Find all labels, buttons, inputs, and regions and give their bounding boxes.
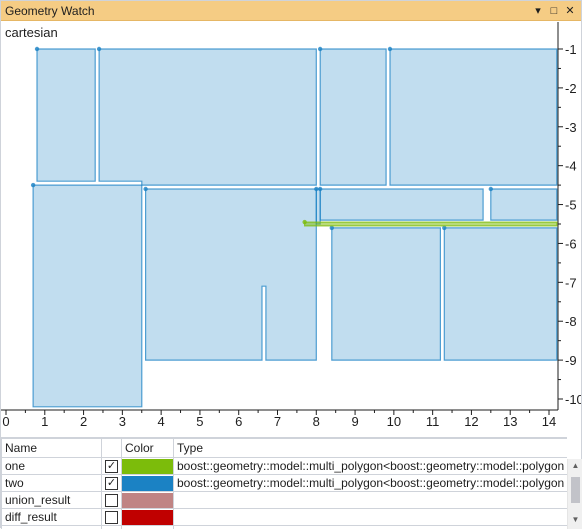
x-tick-label: 8 — [313, 414, 320, 429]
grid-scrollbar[interactable]: ▲ ▼ — [567, 459, 582, 529]
row-name[interactable]: union_result — [2, 492, 102, 509]
x-tick-label: 14 — [542, 414, 556, 429]
visible-checkbox[interactable] — [105, 494, 118, 507]
watch-table: Name Color Type one✓boost::geometry::mod… — [1, 438, 567, 529]
polygon-two — [146, 189, 317, 360]
polygon-two — [33, 185, 142, 407]
vertex-marker — [388, 47, 392, 51]
row-name[interactable]: two — [2, 475, 102, 492]
vertex-marker — [35, 47, 39, 51]
x-tick-label: 7 — [274, 414, 281, 429]
y-tick-label: -8 — [565, 314, 577, 329]
row-color-cell[interactable] — [122, 458, 174, 475]
y-tick-label: -2 — [565, 81, 577, 96]
row-visible-cell[interactable] — [102, 509, 122, 526]
y-tick-label: -4 — [565, 159, 577, 174]
vertex-marker — [302, 220, 306, 224]
x-tick-label: 6 — [235, 414, 242, 429]
vertex-marker — [31, 183, 35, 187]
x-tick-label: 3 — [119, 414, 126, 429]
dropdown-icon[interactable]: ▾ — [531, 3, 545, 18]
y-tick-label: -10 — [565, 392, 581, 407]
row-visible-cell[interactable]: ✓ — [102, 475, 122, 492]
x-tick-label: 0 — [2, 414, 9, 429]
vertex-marker — [314, 187, 318, 191]
row-type — [174, 526, 568, 529]
window-title: Geometry Watch — [5, 4, 95, 18]
polygon-two — [390, 49, 557, 185]
y-tick-label: -5 — [565, 198, 577, 213]
column-header-visible[interactable] — [102, 439, 122, 458]
vertex-marker — [318, 187, 322, 191]
table-row[interactable]: one✓ boost::geometry::model::multi_polygo… — [2, 458, 568, 475]
column-header-type[interactable]: Type — [174, 439, 568, 458]
color-swatch[interactable] — [122, 510, 173, 525]
x-tick-label: 9 — [351, 414, 358, 429]
color-swatch[interactable] — [122, 476, 173, 491]
polygon-two — [491, 189, 557, 220]
color-swatch[interactable] — [122, 493, 173, 508]
column-header-name[interactable]: Name — [2, 439, 102, 458]
x-tick-label: 4 — [158, 414, 165, 429]
x-tick-label: 2 — [80, 414, 87, 429]
row-type: boost::geometry::model::multi_polygon<bo… — [174, 458, 568, 475]
x-tick-label: 1 — [41, 414, 48, 429]
polygons-layer — [31, 47, 557, 407]
table-header: Name Color Type — [2, 439, 568, 458]
visible-checkbox[interactable]: ✓ — [105, 477, 118, 490]
vertex-marker — [318, 47, 322, 51]
vertex-marker — [143, 187, 147, 191]
row-name[interactable] — [2, 526, 102, 529]
y-tick-label: -6 — [565, 236, 577, 251]
x-tick-label: 10 — [387, 414, 401, 429]
y-tick-label: -7 — [565, 275, 577, 290]
vertex-marker — [489, 187, 493, 191]
title-bar[interactable]: Geometry Watch ▾ □ ✕ — [1, 1, 581, 21]
scroll-down-icon[interactable]: ▼ — [568, 515, 582, 527]
maximize-icon[interactable]: □ — [547, 3, 561, 18]
vertex-marker — [97, 47, 101, 51]
row-visible-cell[interactable] — [102, 492, 122, 509]
polygon-two — [320, 49, 386, 185]
row-type — [174, 492, 568, 509]
row-visible-cell[interactable]: ✓ — [102, 458, 122, 475]
color-swatch[interactable] — [122, 459, 173, 474]
polygon-two — [332, 228, 441, 360]
close-icon[interactable]: ✕ — [563, 3, 577, 18]
table-row[interactable] — [2, 526, 568, 529]
column-header-color[interactable]: Color — [122, 439, 174, 458]
polygon-two — [444, 228, 557, 360]
row-type: boost::geometry::model::multi_polygon<bo… — [174, 475, 568, 492]
row-name[interactable]: one — [2, 458, 102, 475]
x-tick-label: 11 — [426, 414, 440, 429]
polygon-one — [305, 222, 557, 226]
visible-checkbox[interactable]: ✓ — [105, 460, 118, 473]
table-row[interactable]: two✓ boost::geometry::model::multi_polygo… — [2, 475, 568, 492]
scroll-thumb[interactable] — [571, 477, 580, 503]
row-name[interactable]: diff_result — [2, 509, 102, 526]
row-color-cell[interactable] — [122, 509, 174, 526]
row-visible-cell[interactable] — [102, 526, 122, 529]
table-row[interactable]: union_result — [2, 492, 568, 509]
polygon-two — [320, 189, 483, 220]
visible-checkbox[interactable] — [105, 511, 118, 524]
x-tick-label: 12 — [464, 414, 478, 429]
table-row[interactable]: diff_result — [2, 509, 568, 526]
scroll-up-icon[interactable]: ▲ — [568, 461, 582, 473]
row-type — [174, 509, 568, 526]
polygon-two — [37, 49, 95, 181]
x-tick-label: 13 — [503, 414, 517, 429]
watch-grid[interactable]: Name Color Type one✓boost::geometry::mod… — [1, 437, 567, 529]
y-tick-label: -3 — [565, 120, 577, 135]
y-tick-label: -1 — [565, 42, 577, 57]
x-tick-label: 5 — [196, 414, 203, 429]
polygon-two — [99, 49, 316, 185]
row-color-cell[interactable] — [122, 492, 174, 509]
row-color-cell[interactable] — [122, 526, 174, 529]
row-color-cell[interactable] — [122, 475, 174, 492]
y-tick-label: -9 — [565, 353, 577, 368]
